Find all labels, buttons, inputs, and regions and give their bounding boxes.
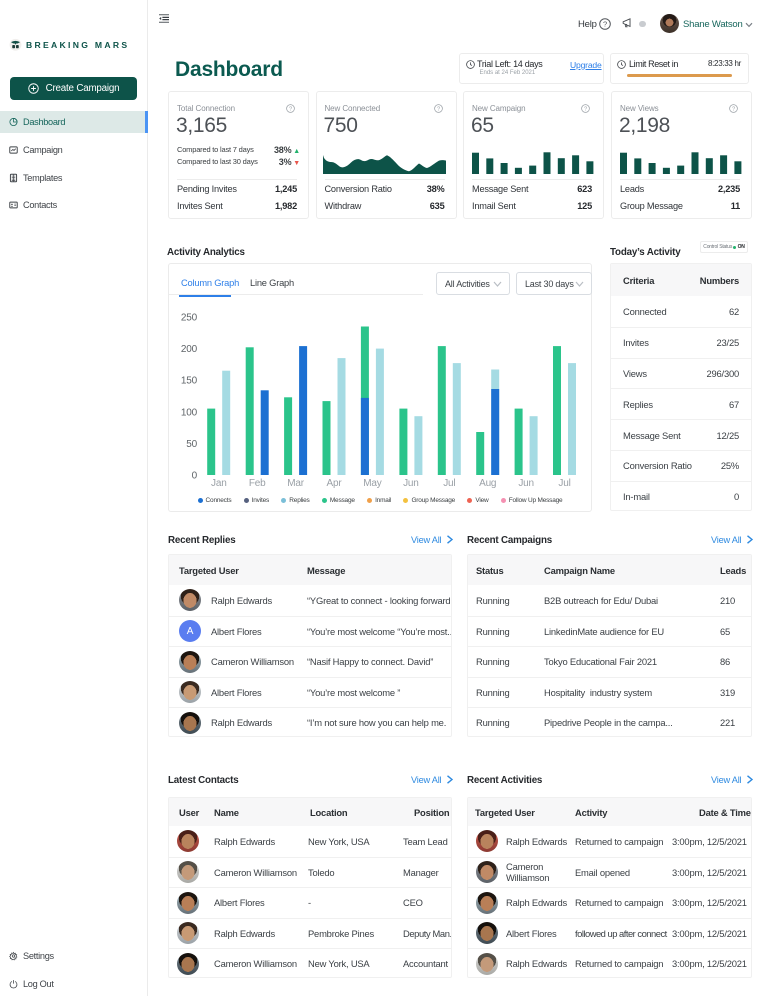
svg-text:Jul: Jul [443, 478, 455, 489]
svg-text:200: 200 [181, 344, 198, 355]
svg-text:Jun: Jun [403, 478, 419, 489]
svg-text:Aug: Aug [479, 478, 496, 489]
svg-text:?: ? [289, 106, 292, 112]
svg-text:0: 0 [192, 471, 198, 482]
svg-text:?: ? [732, 106, 735, 112]
svg-text:May: May [363, 478, 381, 489]
svg-text:100: 100 [181, 407, 198, 418]
svg-text:150: 150 [181, 376, 198, 387]
svg-text:50: 50 [186, 439, 197, 450]
svg-text:Feb: Feb [249, 478, 266, 489]
svg-text:Mar: Mar [287, 478, 304, 489]
svg-text:Apr: Apr [327, 478, 343, 489]
svg-text:Jun: Jun [518, 478, 534, 489]
svg-text:Jul: Jul [558, 478, 570, 489]
svg-text:?: ? [584, 106, 587, 112]
svg-text:Jan: Jan [211, 478, 227, 489]
svg-text:?: ? [603, 20, 607, 29]
svg-text:250: 250 [181, 313, 198, 324]
svg-text:?: ? [437, 106, 440, 112]
